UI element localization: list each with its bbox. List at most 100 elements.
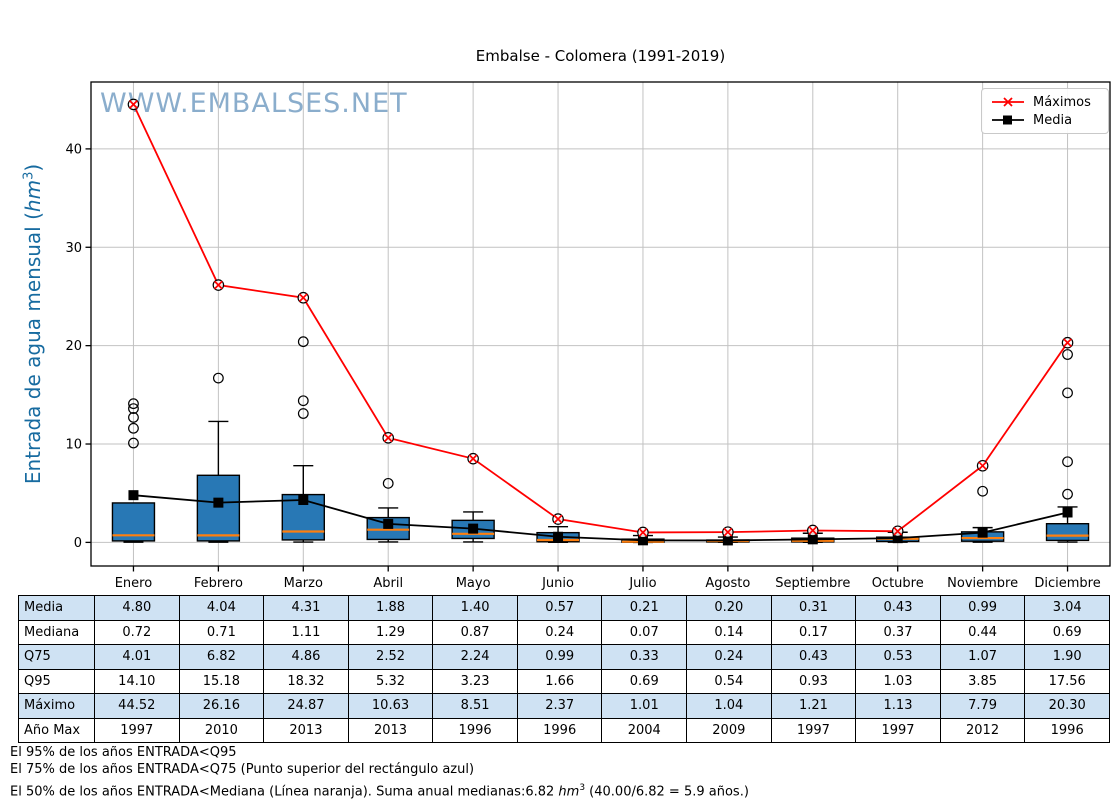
x-tick-label-agosto: Agosto <box>705 576 750 591</box>
iqr-box <box>196 474 241 542</box>
stats-table: Media 4.80 4.04 4.31 1.88 1.40 0.57 0.21 0.20 0.3… <box>18 595 1110 743</box>
maximos-marker <box>891 525 904 538</box>
media-marker <box>468 523 479 534</box>
table-cell: 1.66 <box>516 668 603 694</box>
maximos-marker-x <box>383 433 393 443</box>
table-cell: 0.87 <box>432 619 518 645</box>
table-cell: 7.79 <box>939 693 1026 719</box>
maximos-marker <box>297 291 310 304</box>
table-cell: 1.21 <box>770 693 857 719</box>
table-cell: 0.72 <box>94 619 180 645</box>
footnote-q95: El 95% de los años ENTRADA<Q95 <box>10 745 237 760</box>
table-cell: 5.32 <box>347 668 434 694</box>
table-row-q95: Q95 14.10 15.18 18.32 5.32 3.23 1.66 0.69 0.54 0.… <box>18 668 1110 694</box>
table-cell: 4.01 <box>94 644 180 670</box>
table-cell: 0.53 <box>855 644 941 670</box>
table-cell: 2013 <box>263 717 349 743</box>
media-line-icon <box>992 115 1024 125</box>
table-cell: 1.88 <box>347 595 434 621</box>
x-tick-label-febrero: Febrero <box>194 576 243 591</box>
table-cell: 3.85 <box>939 668 1026 694</box>
footnotes: El 95% de los años ENTRADA<Q95 El 75% de… <box>10 744 749 800</box>
flier-circle <box>297 408 309 419</box>
table-cell: 0.43 <box>855 595 941 621</box>
table-cell: 2.52 <box>347 644 434 670</box>
table-cell: 14.10 <box>94 668 180 694</box>
legend-label-media: Media <box>1033 112 1073 128</box>
table-row-label: Q95 <box>18 668 95 694</box>
table-cell: 2.24 <box>432 644 518 670</box>
table-row-mediana: Mediana 0.72 0.71 1.11 1.29 0.87 0.24 0.07 0.14 0… <box>18 619 1110 645</box>
x-tick-label-mayo: Mayo <box>456 576 491 591</box>
table-cell: 4.04 <box>178 595 265 621</box>
media-marker <box>128 490 139 501</box>
flier-circle <box>1062 349 1073 360</box>
table-cell: 1.03 <box>855 668 941 694</box>
maximos-marker-x <box>808 526 818 535</box>
maximos-marker-x <box>893 526 903 536</box>
table-cell: 1.07 <box>939 644 1026 670</box>
table-cell: 0.07 <box>601 619 688 645</box>
watermark: WWW.EMBALSES.NET <box>100 88 408 119</box>
flier-circle <box>128 437 139 449</box>
table-cell: 1.29 <box>347 619 434 645</box>
table-cell: 4.80 <box>94 595 180 621</box>
table-cell: 1.40 <box>432 595 518 621</box>
x-tick-label-junio: Junio <box>541 576 574 591</box>
maximos-marker <box>806 524 819 537</box>
media-marker <box>1062 507 1073 518</box>
x-tick-label-diciembre: Diciembre <box>1034 576 1100 591</box>
table-cell: 0.14 <box>686 619 772 645</box>
table-cell: 0.37 <box>855 619 941 645</box>
legend-label-maximos: Máximos <box>1033 94 1091 110</box>
table-cell: 20.30 <box>1024 693 1110 719</box>
table-cell: 2013 <box>347 717 434 743</box>
table-cell: 0.20 <box>686 595 772 621</box>
table-cell: 0.24 <box>516 619 603 645</box>
boxplot-abril <box>366 477 410 543</box>
maximos-marker <box>976 459 989 472</box>
flier-circle <box>1062 488 1073 500</box>
maximos-line <box>132 104 1069 534</box>
x-tick-label-enero: Enero <box>115 576 153 591</box>
y-tick-label: 10 <box>65 438 82 453</box>
table-cell: 1997 <box>770 717 857 743</box>
table-cell: 6.82 <box>178 644 265 670</box>
table-row-label: Año Max <box>18 717 95 743</box>
x-tick-label-septiembre: Septiembre <box>775 576 850 591</box>
table-cell: 1996 <box>1024 717 1110 743</box>
table-cell: 24.87 <box>263 693 349 719</box>
table-cell: 0.57 <box>516 595 603 621</box>
table-cell: 0.71 <box>178 619 265 645</box>
table-cell: 0.99 <box>516 644 603 670</box>
table-cell: 3.23 <box>432 668 518 694</box>
flier-circle <box>212 372 224 384</box>
maximos-marker <box>382 432 395 444</box>
chart-title: Embalse - Colomera (1991-2019) <box>475 47 726 65</box>
footnote-mediana: El 50% de los años ENTRADA<Mediana (Líne… <box>10 780 749 800</box>
table-cell: 2010 <box>178 717 265 743</box>
footnote-mediana-unit: hm <box>558 784 580 800</box>
x-tick-label-octubre: Octubre <box>872 576 924 591</box>
media-marker <box>383 518 394 529</box>
maximos-marker-x <box>723 527 733 537</box>
table-cell: 1997 <box>94 717 180 743</box>
table-cell: 2009 <box>686 717 772 743</box>
table-cell: 0.44 <box>939 619 1026 645</box>
x-tick-label-noviembre: Noviembre <box>947 576 1018 591</box>
table-cell: 4.31 <box>263 595 349 621</box>
media-marker <box>722 535 733 546</box>
legend-item-media: Media <box>982 113 1108 128</box>
table-cell: 15.18 <box>178 668 265 694</box>
footnote-q75: El 75% de los años ENTRADA<Q75 (Punto su… <box>10 762 475 777</box>
table-row-label: Q75 <box>18 644 95 670</box>
media-marker <box>892 533 903 544</box>
maximos-marker <box>467 452 479 465</box>
gridlines <box>91 82 1110 566</box>
table-cell: 2012 <box>939 717 1026 743</box>
table-cell: 1997 <box>855 717 941 743</box>
table-row-q75: Q75 4.01 6.82 4.86 2.52 2.24 0.99 0.33 0.24 0.43 0… <box>18 644 1110 670</box>
table-row-año-max: Año Max 1997 2010 2013 2013 1996 1996 2004 2009 1… <box>18 717 1110 743</box>
flier-circle <box>977 485 989 497</box>
table-cell: 8.51 <box>432 693 518 719</box>
